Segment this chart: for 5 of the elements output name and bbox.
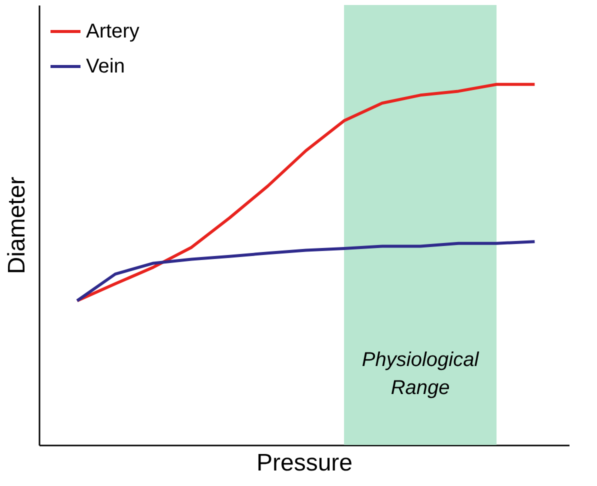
legend-label: Vein xyxy=(86,56,125,78)
legend-label: Artery xyxy=(86,20,140,42)
x-axis-title: Pressure xyxy=(256,450,353,476)
y-axis-title: Diameter xyxy=(4,176,30,274)
annotation: Physiological Range xyxy=(362,349,480,399)
